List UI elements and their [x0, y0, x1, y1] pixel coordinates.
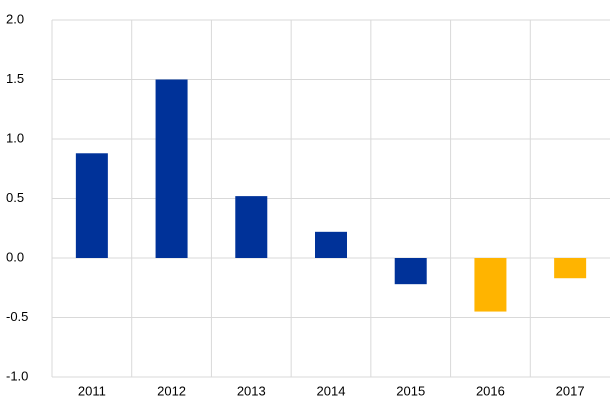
x-tick-label: 2016 — [476, 383, 505, 398]
bar — [315, 231, 347, 258]
y-tick-label: 0.5 — [6, 190, 24, 205]
y-tick-label: -1.0 — [6, 368, 28, 383]
bar — [155, 79, 188, 258]
x-tick-label: 2015 — [396, 383, 425, 398]
bar — [394, 258, 427, 285]
y-tick-label: -0.5 — [6, 309, 28, 324]
x-tick-label: 2017 — [556, 383, 585, 398]
bar — [75, 153, 108, 258]
y-tick-label: 1.5 — [6, 71, 24, 86]
y-tick-label: 1.0 — [6, 130, 24, 145]
bar — [235, 196, 268, 258]
x-tick-label: 2011 — [78, 383, 106, 398]
x-tick-label: 2012 — [157, 383, 186, 398]
bar — [474, 258, 507, 312]
y-tick-label: 0.0 — [6, 249, 24, 264]
bar — [554, 258, 587, 279]
x-tick-label: 2014 — [317, 383, 346, 398]
y-tick-label: 2.0 — [6, 11, 24, 26]
x-tick-label: 2013 — [237, 383, 266, 398]
